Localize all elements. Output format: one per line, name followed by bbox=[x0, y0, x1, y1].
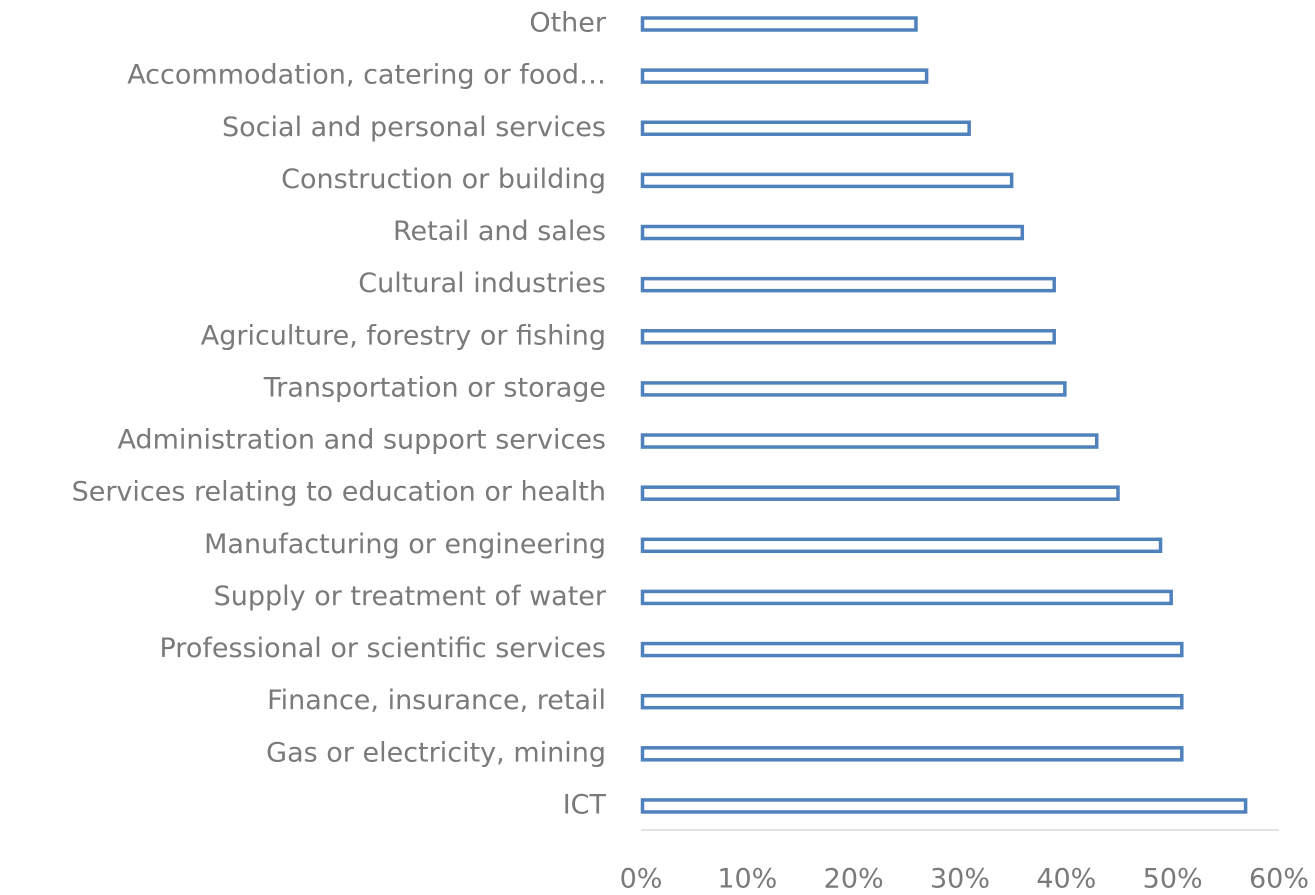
bar bbox=[640, 224, 1025, 241]
bar bbox=[640, 746, 1184, 762]
x-tick-label: 60% bbox=[1249, 864, 1309, 895]
bar bbox=[640, 641, 1184, 658]
bar bbox=[640, 329, 1056, 345]
y-tick-label: Administration and support services bbox=[117, 425, 606, 456]
bar bbox=[640, 433, 1099, 449]
bar bbox=[640, 485, 1120, 501]
x-tick-label: 0% bbox=[620, 864, 663, 895]
x-tick-label: 20% bbox=[824, 864, 884, 895]
bar bbox=[640, 537, 1163, 554]
x-tick-label: 40% bbox=[1036, 864, 1096, 895]
y-tick-label: ICT bbox=[563, 789, 607, 820]
bar bbox=[640, 68, 929, 84]
y-tick-label: Agriculture, forestry or fishing bbox=[201, 320, 606, 351]
bar bbox=[640, 276, 1056, 293]
y-tick-label: Manufacturing or engineering bbox=[204, 529, 606, 560]
y-tick-label: Professional or scientific services bbox=[160, 633, 607, 664]
y-tick-label: Retail and sales bbox=[393, 216, 606, 247]
bar bbox=[640, 589, 1173, 606]
bar bbox=[640, 120, 971, 137]
y-tick-label: Social and personal services bbox=[222, 112, 606, 143]
x-tick-label: 10% bbox=[717, 864, 777, 895]
y-tick-label: Gas or electricity, mining bbox=[266, 737, 606, 768]
bar bbox=[640, 16, 918, 32]
bar bbox=[640, 381, 1067, 397]
bar bbox=[640, 172, 1014, 189]
y-tick-label: Supply or treatment of water bbox=[214, 581, 607, 612]
y-tick-label: Other bbox=[529, 8, 607, 39]
y-tick-label: Construction or building bbox=[281, 164, 606, 195]
y-tick-label: Finance, insurance, retail bbox=[267, 685, 606, 716]
bar bbox=[640, 693, 1184, 710]
x-tick-label: 50% bbox=[1143, 864, 1203, 895]
y-tick-label: Cultural industries bbox=[358, 268, 606, 299]
bar bbox=[640, 798, 1248, 814]
y-tick-label: Services relating to education or health bbox=[72, 477, 606, 508]
y-tick-label: Accommodation, catering or food… bbox=[127, 60, 606, 91]
x-tick-label: 30% bbox=[930, 864, 990, 895]
y-tick-label: Transportation or storage bbox=[263, 372, 606, 403]
